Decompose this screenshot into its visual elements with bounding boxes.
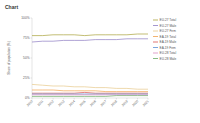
x-tick-label: 2012	[47, 99, 55, 107]
legend-swatch	[153, 53, 158, 54]
x-tick	[126, 98, 127, 100]
legend-label: EU-28 Total	[160, 51, 177, 55]
x-tick-label: 2014	[68, 99, 76, 107]
x-tick-label: 2013	[57, 99, 65, 107]
series-line	[32, 95, 148, 97]
series-line	[32, 39, 148, 42]
legend-swatch	[153, 36, 158, 37]
x-tick-label: 2017	[100, 99, 108, 107]
y-tick-label: 75%	[23, 36, 30, 40]
x-tick-label: 2015	[79, 99, 87, 107]
series-line	[32, 94, 148, 95]
y-tick-label: 50%	[23, 56, 30, 60]
x-tick	[137, 98, 138, 100]
x-tick-label: 2021	[142, 99, 150, 107]
x-tick	[105, 98, 106, 100]
legend-label: EA-19 Fem	[160, 46, 176, 50]
y-tick	[31, 98, 33, 99]
legend-swatch	[153, 20, 158, 21]
legend-label: EA-19 Total	[160, 35, 177, 39]
x-tick	[116, 98, 117, 100]
x-tick-label: 2010	[26, 99, 34, 107]
y-tick	[31, 78, 33, 79]
series-line	[32, 94, 148, 95]
y-tick	[31, 18, 33, 19]
title: Chart	[5, 4, 18, 10]
x-tick	[53, 98, 54, 100]
y-tick	[31, 58, 33, 59]
x-tick	[84, 98, 85, 100]
chart: Chart Share of population (%) 0% 25% 50% 75% 1…	[0, 0, 200, 123]
legend-label: EU-28 Male	[160, 57, 177, 61]
x-tick-label: 2016	[89, 99, 97, 107]
x-tick-label: 2019	[121, 99, 129, 107]
x-tick-label: 2011	[37, 99, 45, 107]
x-tick	[148, 98, 149, 100]
series-line	[32, 34, 148, 36]
legend-swatch	[153, 42, 158, 43]
x-tick-label: 2020	[131, 99, 139, 107]
y-tick-label: 100%	[21, 16, 29, 20]
series-line	[32, 84, 148, 89]
y-axis	[32, 18, 33, 98]
x-tick	[95, 98, 96, 100]
legend-swatch	[153, 25, 158, 26]
x-tick	[32, 98, 33, 100]
legend-label: EU-27 Total	[160, 18, 177, 22]
y-axis-label: Share of population (%)	[7, 41, 11, 75]
x-tick-label: 2018	[110, 99, 118, 107]
plot-area	[32, 34, 148, 96]
x-axis	[32, 98, 148, 99]
series-line	[32, 92, 148, 94]
series-line	[32, 90, 148, 92]
legend-swatch	[153, 47, 158, 48]
legend-label: EU-27 Male	[160, 24, 177, 28]
y-tick-label: 0%	[25, 96, 30, 100]
legend-label: EA-19 Male	[160, 40, 177, 44]
x-tick	[74, 98, 75, 100]
legend-swatch	[153, 31, 158, 32]
legend-swatch	[153, 58, 158, 59]
x-tick	[63, 98, 64, 100]
x-tick	[42, 98, 43, 100]
y-tick-label: 25%	[23, 76, 30, 80]
legend-label: EU-27 Fem	[160, 29, 177, 33]
y-tick	[31, 38, 33, 39]
